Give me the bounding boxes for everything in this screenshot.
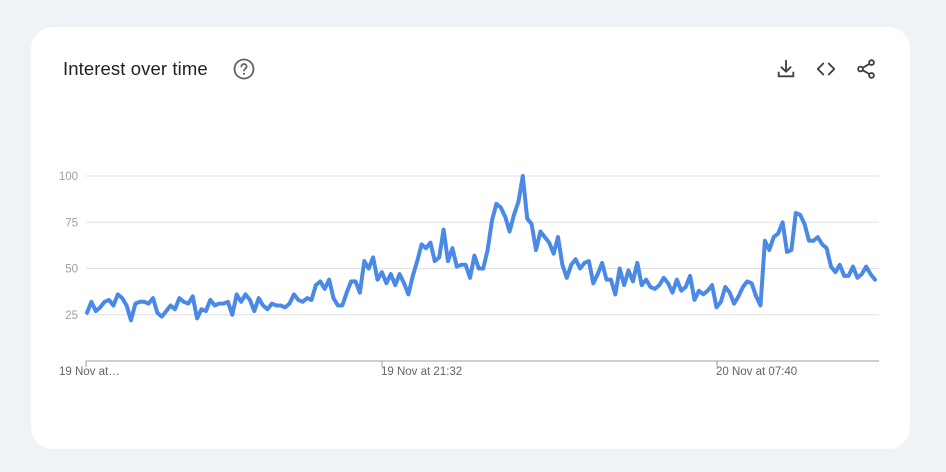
- share-icon[interactable]: [855, 58, 877, 80]
- x-tick-label: 20 Nov at 07:40: [716, 366, 797, 378]
- download-icon[interactable]: [775, 58, 797, 80]
- x-tick-label: 19 Nov at…: [59, 366, 120, 378]
- interest-over-time-card: Interest over time 25 50 75 100 19 Nov at… 19…: [31, 27, 910, 449]
- chart-title: Interest over time: [63, 58, 208, 79]
- x-tick-label: 19 Nov at 21:32: [381, 366, 462, 378]
- y-tick-label: 50: [65, 264, 78, 276]
- y-tick-label: 25: [65, 310, 78, 322]
- embed-code-icon[interactable]: [815, 58, 837, 80]
- series-line-0: [85, 174, 877, 323]
- y-tick-label: 100: [59, 171, 78, 183]
- help-circle-icon[interactable]: [232, 57, 256, 81]
- line-chart: 25 50 75 100 19 Nov at… 19 Nov at 21:32 20 Nov…: [59, 171, 879, 378]
- y-tick-label: 75: [65, 217, 78, 229]
